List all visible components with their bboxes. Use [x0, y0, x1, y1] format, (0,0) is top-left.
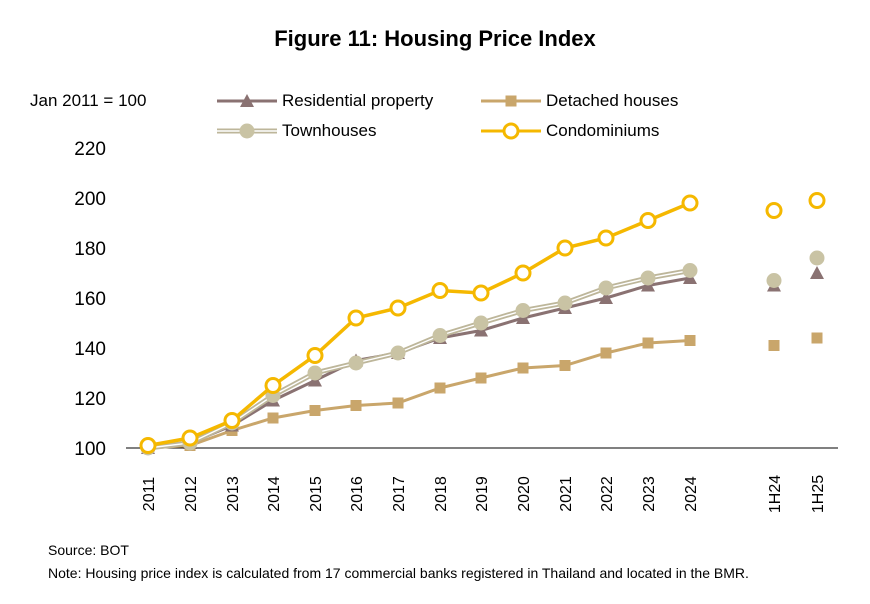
- legend-marker-residential: [240, 94, 254, 107]
- y-tick-label: 160: [74, 289, 106, 310]
- data-point-condominiums: [389, 299, 407, 317]
- chart-title: Figure 11: Housing Price Index: [274, 26, 596, 51]
- legend-label-townhouses: Townhouses: [282, 121, 377, 140]
- data-point-condominiums: [681, 194, 699, 212]
- data-point-townhouses: [809, 250, 825, 266]
- legend-marker-townhouses: [239, 123, 255, 139]
- x-tick-label: 2016: [349, 476, 366, 512]
- data-point-detached: [768, 340, 780, 351]
- x-tick-label: 1H25: [810, 475, 827, 513]
- legend-label-condominiums: Condominiums: [546, 121, 660, 140]
- data-point-townhouses: [766, 273, 782, 288]
- data-point-condominiums: [765, 202, 783, 219]
- data-point-condominiums: [139, 437, 157, 454]
- data-point-condominiums: [639, 212, 657, 229]
- data-point-detached: [684, 335, 696, 346]
- data-point-condominiums: [556, 239, 574, 257]
- data-point-townhouses: [473, 315, 489, 331]
- x-tick-label: 2013: [225, 476, 242, 512]
- x-tick-label: 2024: [683, 476, 700, 512]
- data-point-townhouses: [432, 328, 448, 343]
- y-tick-label: 180: [74, 239, 106, 260]
- data-point-condominiums: [347, 309, 365, 327]
- data-point-condominiums: [597, 229, 615, 247]
- data-point-detached: [642, 337, 654, 349]
- data-point-detached: [309, 405, 321, 416]
- data-point-detached: [434, 382, 446, 394]
- data-point-detached: [517, 362, 529, 374]
- x-tick-label: 1H24: [767, 475, 784, 513]
- data-point-detached: [559, 360, 571, 371]
- x-tick-label: 2012: [183, 476, 200, 512]
- x-tick-label: 2020: [516, 476, 533, 512]
- data-point-condominiums: [306, 347, 324, 364]
- x-tick-label: 2011: [141, 477, 158, 512]
- x-tick-label: 2019: [474, 476, 491, 512]
- data-point-condominiums: [514, 264, 532, 282]
- series-line-detached: [147, 339, 691, 450]
- data-point-condominiums: [472, 284, 490, 302]
- data-point-detached: [350, 400, 362, 411]
- source-text: Source: BOT: [48, 542, 129, 558]
- data-point-detached: [392, 397, 404, 409]
- x-tick-label: 2021: [558, 476, 575, 512]
- y-tick-label: 120: [74, 389, 106, 410]
- x-tick-label: 2023: [641, 476, 658, 512]
- index-base-note: Jan 2011 = 100: [30, 91, 147, 110]
- y-tick-label: 200: [74, 189, 106, 210]
- data-point-detached: [475, 372, 487, 384]
- data-point-detached: [267, 412, 279, 424]
- data-point-condominiums: [223, 412, 241, 429]
- x-tick-label: 2014: [266, 476, 283, 512]
- data-point-residential: [810, 266, 824, 279]
- x-tick-label: 2018: [433, 476, 450, 512]
- data-point-residential: [599, 291, 613, 304]
- data-point-townhouses: [598, 280, 614, 296]
- data-point-townhouses: [682, 263, 698, 278]
- data-point-townhouses: [640, 270, 656, 286]
- data-point-detached: [811, 332, 823, 344]
- y-tick-label: 140: [74, 339, 106, 360]
- data-point-condominiums: [181, 429, 199, 447]
- note-text: Note: Housing price index is calculated …: [48, 565, 749, 581]
- y-tick-label: 220: [74, 139, 106, 160]
- data-point-detached: [600, 347, 612, 359]
- x-tick-label: 2022: [599, 476, 616, 512]
- data-point-townhouses: [348, 355, 364, 371]
- data-point-townhouses: [515, 303, 531, 318]
- data-point-condominiums: [264, 377, 282, 394]
- data-point-condominiums: [808, 192, 826, 209]
- data-point-townhouses: [557, 295, 573, 311]
- x-tick-label: 2017: [391, 476, 408, 512]
- legend-label-detached: Detached houses: [546, 91, 679, 110]
- legend-label-residential: Residential property: [282, 91, 434, 110]
- data-point-condominiums: [431, 282, 449, 299]
- data-point-townhouses: [307, 365, 323, 381]
- legend-marker-detached: [505, 95, 517, 107]
- y-tick-label: 100: [74, 439, 106, 460]
- legend-marker-condominiums: [502, 122, 520, 140]
- data-point-townhouses: [390, 345, 406, 361]
- x-tick-label: 2015: [308, 476, 325, 512]
